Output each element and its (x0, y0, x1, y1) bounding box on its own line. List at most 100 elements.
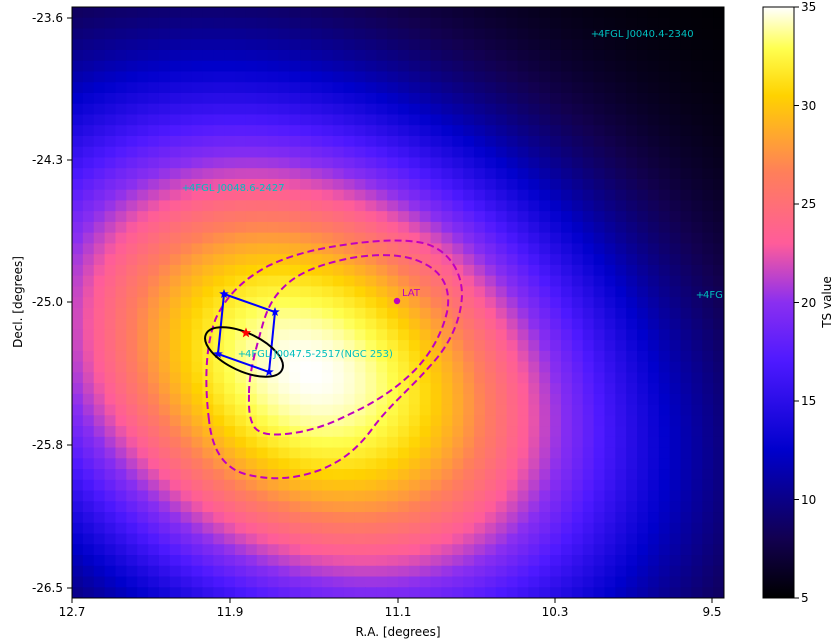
heatmap-cell (278, 286, 290, 298)
heatmap-cell (658, 178, 671, 191)
heatmap-cell (354, 168, 366, 180)
heatmap-cell (158, 60, 171, 73)
heatmap-cell (637, 555, 649, 567)
heatmap-cell (115, 297, 127, 309)
heatmap-cell (224, 361, 236, 373)
heatmap-cell (561, 565, 573, 578)
heatmap-cell (267, 393, 280, 406)
heatmap-cell (104, 383, 117, 395)
heatmap-cell (626, 39, 638, 51)
heatmap-cell (484, 555, 497, 567)
heatmap-cell (615, 297, 627, 309)
heatmap-cell (419, 135, 432, 148)
heatmap-cell (126, 211, 138, 223)
heatmap-cell (267, 254, 280, 266)
heatmap-cell (311, 501, 323, 513)
heatmap-cell (158, 232, 171, 244)
heatmap-cell (311, 436, 323, 449)
heatmap-cell (202, 39, 214, 51)
heatmap-cell (669, 469, 682, 481)
heatmap-cell (463, 307, 475, 320)
heatmap-cell (202, 458, 214, 470)
heatmap-cell (626, 243, 638, 255)
heatmap-cell (463, 297, 475, 309)
heatmap-cell (626, 49, 638, 62)
lat-marker (393, 297, 401, 305)
heatmap-cell (452, 28, 464, 40)
heatmap-cell (93, 522, 106, 535)
heatmap-cell (658, 7, 671, 19)
heatmap-cell (169, 329, 182, 341)
heatmap-cell (376, 587, 388, 598)
heatmap-cell (278, 135, 290, 148)
heatmap-cell (647, 393, 660, 406)
heatmap-cell (289, 7, 301, 19)
heatmap-cell (169, 17, 182, 30)
heatmap-cell (571, 297, 584, 309)
heatmap-cell (93, 447, 106, 459)
heatmap-cell (669, 254, 682, 266)
heatmap-cell (702, 189, 714, 202)
heatmap-cell (267, 447, 280, 459)
heatmap-cell (387, 254, 399, 266)
heatmap-cell (224, 39, 236, 51)
heatmap-cell (484, 243, 497, 255)
heatmap-cell (278, 125, 290, 137)
heatmap-cell (539, 307, 551, 320)
heatmap-cell (626, 587, 638, 598)
heatmap-cell (604, 7, 616, 19)
heatmap-cell (398, 135, 410, 148)
heatmap-cell (191, 447, 203, 459)
heatmap-cell (419, 415, 432, 427)
heatmap-cell (224, 555, 236, 567)
heatmap-cell (474, 221, 486, 234)
heatmap-cell (430, 211, 443, 223)
heatmap-cell (495, 458, 508, 470)
heatmap-cell (713, 329, 724, 341)
heatmap-cell (126, 426, 138, 438)
heatmap-cell (593, 60, 606, 73)
heatmap-cell (463, 447, 475, 459)
heatmap-cell (484, 318, 497, 330)
heatmap-cell (680, 555, 692, 567)
heatmap-cell (517, 501, 529, 513)
heatmap-cell (539, 211, 551, 223)
heatmap-cell (550, 501, 562, 513)
heatmap-cell (180, 189, 193, 202)
heatmap-cell (104, 60, 117, 73)
heatmap-cell (115, 404, 127, 416)
heatmap-cell (387, 178, 399, 191)
heatmap-cell (658, 82, 671, 94)
heatmap-cell (245, 39, 258, 51)
heatmap-cell (669, 286, 682, 298)
heatmap-cell (452, 92, 464, 105)
heatmap-cell (430, 39, 443, 51)
heatmap-cell (517, 17, 529, 30)
heatmap-cell (191, 178, 203, 191)
heatmap-cell (256, 383, 269, 395)
heatmap-cell (289, 211, 301, 223)
heatmap-cell (550, 60, 562, 73)
heatmap-cell (115, 426, 127, 438)
heatmap-cell (550, 103, 562, 116)
heatmap-cell (137, 512, 149, 524)
heatmap-cell (571, 221, 584, 234)
heatmap-cell (441, 555, 453, 567)
heatmap-cell (702, 372, 714, 384)
heatmap-cell (593, 82, 606, 94)
heatmap-cell (289, 200, 301, 212)
heatmap-cell (539, 340, 551, 352)
heatmap-cell (658, 383, 671, 395)
heatmap-cell (691, 92, 703, 105)
heatmap-cell (506, 479, 519, 492)
heatmap-cell (148, 221, 160, 234)
heatmap-cell (180, 297, 193, 309)
heatmap-cell (550, 7, 562, 19)
heatmap-cell (561, 211, 573, 223)
heatmap-cell (72, 28, 84, 40)
heatmap-cell (354, 189, 366, 202)
heatmap-cell (224, 318, 236, 330)
heatmap-cell (321, 361, 334, 373)
heatmap-cell (224, 307, 236, 320)
heatmap-cell (582, 340, 595, 352)
